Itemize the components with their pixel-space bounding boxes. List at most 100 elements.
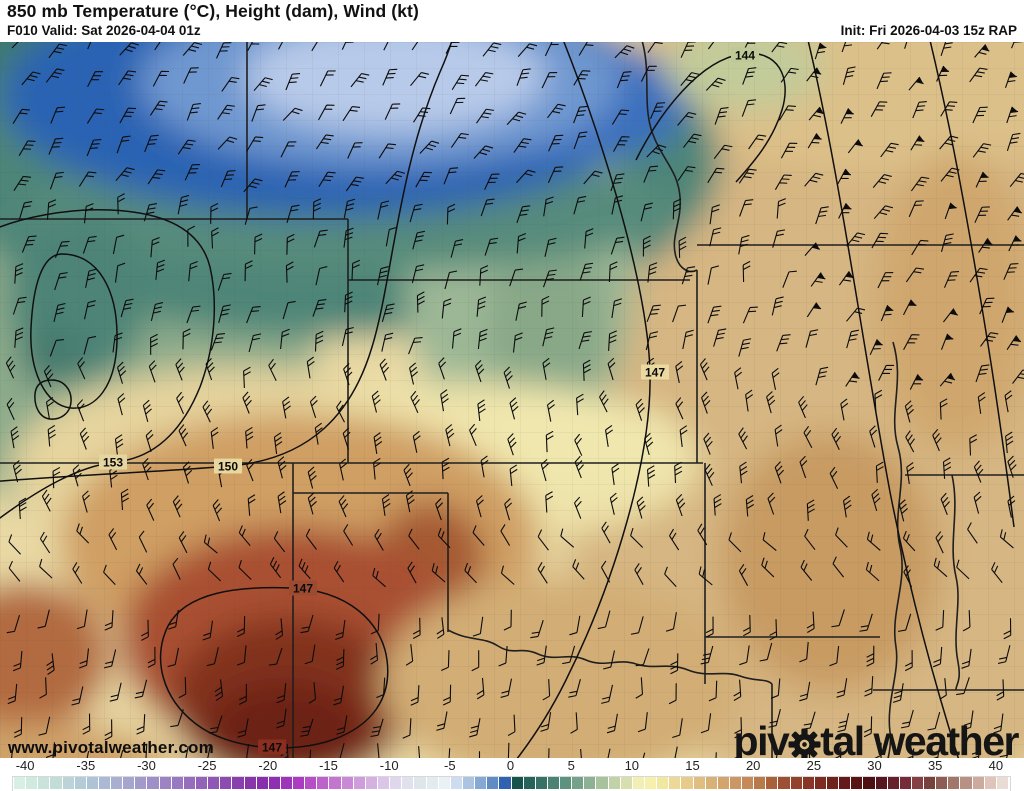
- svg-text:147: 147: [293, 582, 313, 596]
- colorbar-cell: [983, 777, 997, 789]
- colorbar-cell: [838, 777, 851, 789]
- colorbar-tick-label: -5: [444, 758, 456, 773]
- colorbar-cell: [741, 777, 754, 789]
- colorbar-tick-label: 10: [624, 758, 640, 773]
- colorbar-tick-label: -10: [379, 758, 399, 773]
- colorbar-cell: [146, 777, 160, 789]
- colorbar-cell: [923, 777, 936, 789]
- wind-barbs: [3, 42, 1024, 758]
- colorbar-tick-label: 40: [988, 758, 1004, 773]
- colorbar-tick-label: -20: [258, 758, 278, 773]
- temperature-height-wind-map[interactable]: 144 147 150 153 147 147: [0, 42, 1024, 758]
- colorbar-cell: [231, 777, 245, 789]
- colorbar-cell: [97, 777, 111, 789]
- colorbar-cell: [461, 777, 475, 789]
- svg-text:147: 147: [645, 366, 665, 380]
- contour-labels: 144 147 150 153 147 147: [99, 47, 759, 755]
- colorbar-cell: [801, 777, 815, 789]
- colorbar-cell: [898, 777, 912, 789]
- colorbar-cell: [716, 777, 730, 789]
- colorbar-cell: [292, 777, 305, 789]
- gear-icon: [788, 728, 821, 761]
- colorbar-cell: [850, 777, 863, 789]
- height-contours: [0, 42, 1015, 758]
- colorbar-cell: [874, 777, 888, 789]
- colorbar-cell: [789, 777, 803, 789]
- colorbar-cell: [195, 777, 208, 789]
- colorbar-tick-label: -25: [197, 758, 217, 773]
- colorbar-cell: [474, 777, 487, 789]
- colorbar-cell: [813, 777, 827, 789]
- colorbar-cell: [692, 777, 706, 789]
- county-grid: [0, 42, 1024, 758]
- page-title: 850 mb Temperature (°C), Height (dam), W…: [7, 1, 419, 21]
- colorbar-cell: [437, 777, 451, 789]
- colorbar-cell: [219, 777, 232, 789]
- river-border: [641, 42, 698, 273]
- colorbar-cell: [352, 777, 366, 789]
- logo-text-piv: piv: [733, 718, 790, 764]
- svg-text:147: 147: [262, 741, 282, 755]
- pivotal-weather-logo: piv tal weather: [733, 718, 1020, 764]
- svg-text:144: 144: [735, 49, 755, 63]
- colorbar-cell: [704, 777, 718, 789]
- colorbar-cell: [182, 777, 196, 789]
- colorbar-cell: [389, 777, 402, 789]
- colorbar-cell: [777, 777, 791, 789]
- logo-text-tal-weather: tal weather: [820, 718, 1019, 764]
- colorbar-cell: [862, 777, 875, 789]
- colorbar-tick-label: 20: [745, 758, 761, 773]
- colorbar-tick-label: -30: [137, 758, 156, 773]
- colorbar-cell: [825, 777, 839, 789]
- colorbar-cell: [935, 777, 948, 789]
- colorbar-cell: [886, 777, 900, 789]
- map-canvas[interactable]: 144 147 150 153 147 147 www.pivotalweather.co…: [0, 42, 1024, 762]
- colorbar-cell: [279, 777, 293, 789]
- colorbar-cell: [910, 777, 924, 789]
- river-border: [951, 474, 961, 691]
- colorbar-cell: [25, 777, 38, 789]
- colorbar-cell: [304, 777, 317, 789]
- colorbar-cell: [364, 777, 378, 789]
- colorbar-cell: [947, 777, 960, 789]
- colorbar-cell: [328, 777, 342, 789]
- colorbar-cell: [110, 777, 123, 789]
- model-init-time: Init: Fri 2026-04-03 15z RAP: [840, 23, 1017, 38]
- colorbar-cell: [61, 777, 75, 789]
- colorbar-tick-label: 15: [685, 758, 700, 773]
- colorbar-cell: [255, 777, 269, 789]
- colorbar-cell: [170, 777, 184, 789]
- colorbar-cell: [522, 777, 536, 789]
- colorbar-cell: [595, 777, 609, 789]
- colorbar-cell: [571, 777, 584, 789]
- colorbar-cell: [510, 777, 524, 789]
- colorbar-cell: [680, 777, 693, 789]
- colorbar-tick-label: -15: [319, 758, 338, 773]
- forecast-valid-time: F010 Valid: Sat 2026-04-04 01z: [7, 23, 201, 38]
- colorbar-cell: [158, 777, 172, 789]
- colorbar-cell: [425, 777, 439, 789]
- svg-text:150: 150: [218, 460, 238, 474]
- colorbar-cell: [656, 777, 669, 789]
- colorbar-cell: [377, 777, 390, 789]
- colorbar-cell: [765, 777, 778, 789]
- svg-text:153: 153: [103, 456, 123, 470]
- colorbar-tick-label: -35: [76, 758, 96, 773]
- colorbar-cell: [401, 777, 414, 789]
- temperature-colorbar: -40 -35 -30 -25 -20 -15 -10 -5 0 5 10 15 20 25 30 35 40: [0, 758, 1024, 791]
- colorbar-cell: [134, 777, 147, 789]
- colorbar-cell: [959, 777, 973, 789]
- colorbar-cell: [534, 777, 548, 789]
- colorbar-cell: [631, 777, 645, 789]
- watermark: www.pivotalweather.com: [8, 738, 214, 757]
- colorbar-cell: [267, 777, 281, 789]
- colorbar-cell: [498, 777, 511, 789]
- colorbar-cell: [583, 777, 596, 789]
- colorbar-cell: [619, 777, 633, 789]
- colorbar-cell: [486, 777, 499, 789]
- colorbar-frame: [12, 776, 1011, 791]
- header-bar: 850 mb Temperature (°C), Height (dam), W…: [0, 0, 1024, 42]
- colorbar-cell: [643, 777, 657, 789]
- colorbar-cell: [49, 777, 63, 789]
